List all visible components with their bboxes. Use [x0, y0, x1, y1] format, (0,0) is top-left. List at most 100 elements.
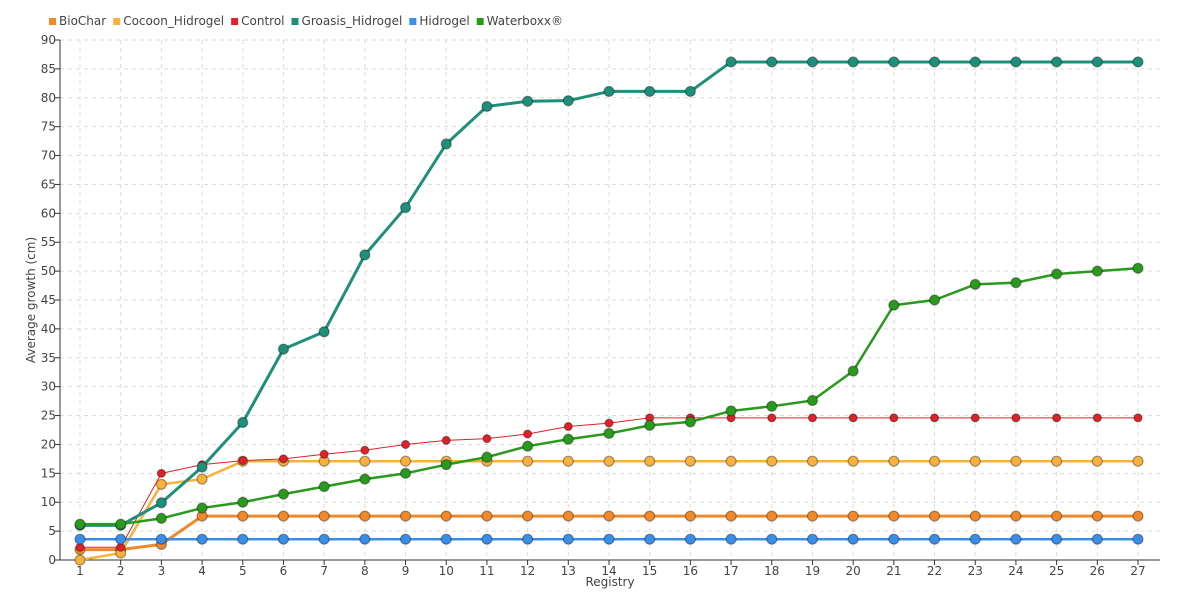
- data-point[interactable]: [969, 510, 981, 522]
- data-point[interactable]: [74, 533, 86, 545]
- data-point[interactable]: [1010, 277, 1022, 289]
- data-point[interactable]: [1091, 455, 1103, 467]
- data-point[interactable]: [847, 365, 859, 377]
- data-point[interactable]: [603, 533, 615, 545]
- data-point[interactable]: [359, 533, 371, 545]
- data-point[interactable]: [970, 413, 980, 423]
- data-point[interactable]: [522, 533, 534, 545]
- data-point[interactable]: [603, 427, 615, 440]
- data-point[interactable]: [115, 518, 127, 530]
- data-point[interactable]: [725, 455, 737, 467]
- data-point[interactable]: [563, 421, 573, 432]
- data-point[interactable]: [725, 510, 737, 522]
- data-point[interactable]: [888, 533, 900, 545]
- data-point[interactable]: [155, 533, 167, 545]
- data-point[interactable]: [1092, 413, 1102, 423]
- data-point[interactable]: [889, 413, 899, 423]
- data-point[interactable]: [1010, 56, 1022, 68]
- data-point[interactable]: [1051, 268, 1063, 280]
- data-point[interactable]: [156, 468, 166, 478]
- data-point[interactable]: [767, 413, 777, 423]
- data-point[interactable]: [684, 455, 696, 467]
- data-point[interactable]: [1132, 533, 1144, 545]
- data-point[interactable]: [806, 533, 819, 545]
- data-point[interactable]: [644, 419, 656, 431]
- data-point[interactable]: [359, 473, 371, 485]
- data-point[interactable]: [603, 455, 615, 467]
- data-point[interactable]: [766, 455, 778, 467]
- data-point[interactable]: [155, 478, 167, 490]
- data-point[interactable]: [1132, 455, 1144, 467]
- data-point[interactable]: [318, 481, 330, 493]
- data-point[interactable]: [238, 456, 248, 466]
- data-point[interactable]: [1051, 510, 1063, 522]
- data-point[interactable]: [399, 455, 412, 467]
- data-point[interactable]: [440, 533, 452, 545]
- data-point[interactable]: [847, 510, 859, 522]
- legend-item[interactable]: BioChar: [49, 14, 106, 28]
- data-point[interactable]: [806, 510, 819, 522]
- data-point[interactable]: [522, 510, 534, 522]
- data-point[interactable]: [399, 467, 412, 479]
- data-point[interactable]: [847, 56, 859, 68]
- data-point[interactable]: [1052, 413, 1062, 423]
- data-point[interactable]: [684, 533, 696, 545]
- data-point[interactable]: [359, 249, 371, 261]
- data-point[interactable]: [318, 326, 330, 338]
- data-point[interactable]: [196, 473, 208, 485]
- data-point[interactable]: [928, 294, 941, 306]
- data-point[interactable]: [928, 455, 941, 467]
- data-point[interactable]: [766, 56, 778, 68]
- data-point[interactable]: [603, 510, 615, 522]
- data-point[interactable]: [562, 433, 574, 445]
- data-point[interactable]: [603, 85, 615, 98]
- data-point[interactable]: [928, 56, 941, 68]
- data-point[interactable]: [1091, 265, 1103, 277]
- data-point[interactable]: [237, 510, 249, 522]
- data-point[interactable]: [1132, 56, 1144, 68]
- data-point[interactable]: [684, 85, 696, 98]
- data-point[interactable]: [277, 488, 290, 500]
- data-point[interactable]: [888, 56, 900, 68]
- legend-item[interactable]: Control: [231, 14, 285, 28]
- data-point[interactable]: [1132, 510, 1144, 522]
- data-point[interactable]: [562, 95, 574, 107]
- data-point[interactable]: [359, 510, 371, 522]
- data-point[interactable]: [237, 496, 249, 508]
- data-point[interactable]: [644, 455, 656, 467]
- data-point[interactable]: [522, 95, 534, 107]
- data-point[interactable]: [482, 434, 492, 444]
- data-point[interactable]: [848, 413, 858, 423]
- data-point[interactable]: [277, 533, 290, 545]
- data-point[interactable]: [684, 510, 696, 522]
- data-point[interactable]: [74, 518, 86, 530]
- data-point[interactable]: [196, 461, 208, 473]
- data-point[interactable]: [1051, 56, 1063, 68]
- data-point[interactable]: [1091, 510, 1103, 522]
- data-point[interactable]: [644, 85, 656, 98]
- data-point[interactable]: [806, 455, 819, 467]
- data-point[interactable]: [969, 455, 981, 467]
- data-point[interactable]: [522, 440, 534, 452]
- data-point[interactable]: [1010, 533, 1022, 545]
- data-point[interactable]: [888, 510, 900, 522]
- legend-item[interactable]: Waterboxx®: [476, 14, 563, 28]
- legend-item[interactable]: Cocoon_Hidrogel: [113, 14, 224, 28]
- data-point[interactable]: [155, 512, 167, 525]
- data-point[interactable]: [278, 454, 289, 464]
- data-point[interactable]: [237, 416, 249, 429]
- data-point[interactable]: [725, 56, 737, 68]
- data-point[interactable]: [399, 533, 412, 545]
- data-point[interactable]: [440, 510, 452, 522]
- data-point[interactable]: [847, 455, 859, 467]
- data-point[interactable]: [359, 455, 371, 467]
- data-point[interactable]: [725, 533, 737, 545]
- data-point[interactable]: [523, 429, 533, 439]
- data-point[interactable]: [481, 510, 493, 522]
- data-point[interactable]: [441, 435, 451, 445]
- data-point[interactable]: [196, 533, 208, 545]
- data-point[interactable]: [725, 405, 737, 417]
- data-point[interactable]: [440, 138, 452, 150]
- data-point[interactable]: [1051, 533, 1063, 545]
- data-point[interactable]: [481, 451, 493, 463]
